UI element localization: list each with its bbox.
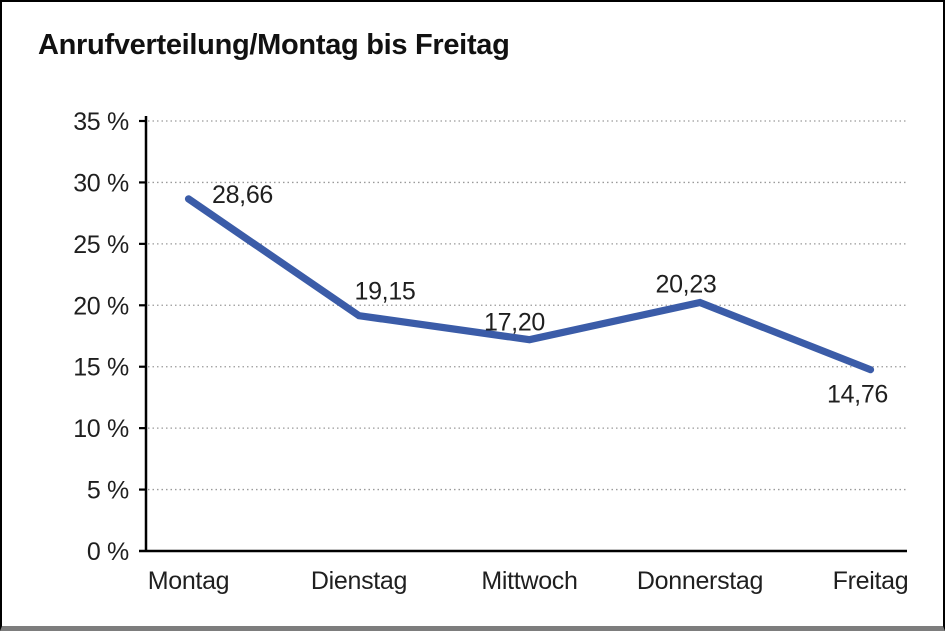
y-tick-label: 15 % bbox=[73, 354, 129, 382]
y-tick-label: 25 % bbox=[73, 231, 129, 259]
data-point-label: 14,76 bbox=[827, 381, 888, 409]
category-label: Donnerstag bbox=[637, 567, 763, 595]
category-label: Mittwoch bbox=[481, 567, 577, 595]
y-tick-label: 5 % bbox=[87, 477, 129, 505]
category-label: Dienstag bbox=[311, 567, 407, 595]
data-point-label: 17,20 bbox=[484, 309, 545, 337]
data-point-label: 28,66 bbox=[212, 181, 273, 209]
category-label: Freitag bbox=[833, 567, 909, 595]
chart-title: Anrufverteilung/Montag bis Freitag bbox=[38, 29, 510, 61]
y-tick-label: 0 % bbox=[87, 538, 129, 566]
category-label: Montag bbox=[148, 567, 230, 595]
data-point-label: 19,15 bbox=[354, 278, 415, 306]
y-tick-label: 20 % bbox=[73, 292, 129, 320]
y-tick-label: 35 % bbox=[73, 108, 129, 136]
data-point-label: 20,23 bbox=[655, 270, 716, 298]
y-tick-label: 30 % bbox=[73, 169, 129, 197]
series-line bbox=[184, 195, 875, 374]
y-tick-label: 10 % bbox=[73, 415, 129, 443]
